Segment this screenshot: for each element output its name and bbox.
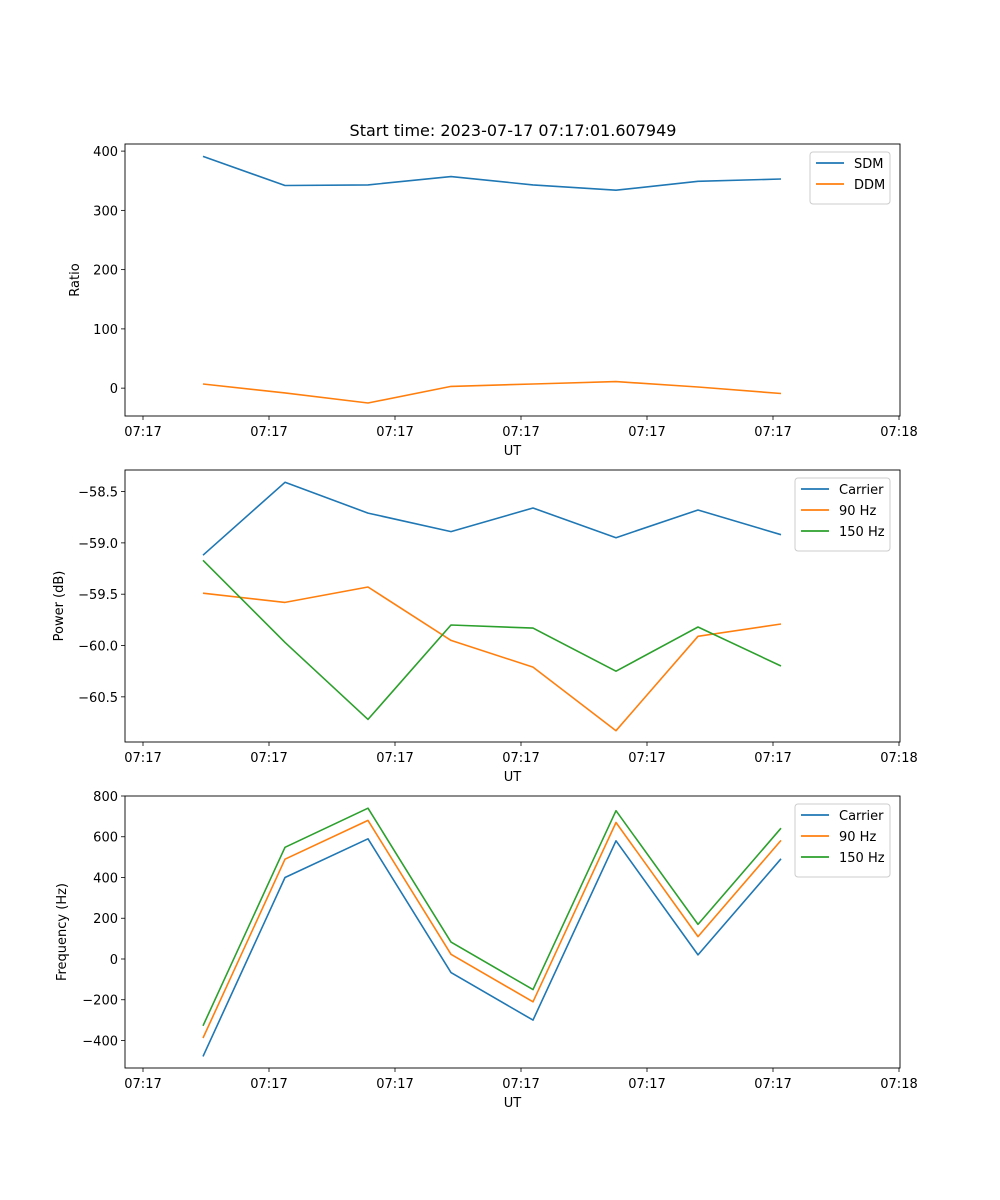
legend-box bbox=[794, 477, 891, 552]
x-tick-label: 07:17 bbox=[124, 751, 161, 766]
legend-label: 150 Hz bbox=[839, 851, 885, 866]
x-tick-label: 07:17 bbox=[502, 1077, 539, 1092]
legend-box bbox=[794, 803, 891, 878]
x-tick-label: 07:18 bbox=[880, 751, 917, 766]
x-tick-label: 07:17 bbox=[754, 1077, 791, 1092]
x-axis-label: UT bbox=[504, 444, 522, 459]
y-tick-label: −58.5 bbox=[78, 486, 118, 501]
legend-label: SDM bbox=[854, 157, 883, 172]
axes-frame bbox=[124, 795, 901, 1069]
x-tick-label: 07:17 bbox=[376, 751, 413, 766]
legend: Carrier 90 Hz 150 Hz bbox=[794, 803, 891, 878]
series-line-sdm bbox=[202, 155, 782, 191]
y-tick-label: 300 bbox=[93, 204, 118, 219]
series-line-carrier bbox=[202, 481, 782, 556]
legend-label: Carrier bbox=[839, 483, 884, 498]
x-tick-label: 07:17 bbox=[502, 425, 539, 440]
x-tick-label: 07:17 bbox=[376, 425, 413, 440]
legend-label: 90 Hz bbox=[839, 830, 876, 845]
axes-frame bbox=[124, 143, 901, 417]
subplot-1: 07:17 07:17 07:17 07:17 07:17 07:17 07:18 0 100 2… bbox=[68, 143, 918, 459]
series-line-150-hz bbox=[202, 559, 782, 721]
x-tick-label: 07:17 bbox=[376, 1077, 413, 1092]
y-tick-label: 0 bbox=[110, 382, 118, 397]
y-tick-label: −60.0 bbox=[78, 640, 118, 655]
y-tick-label: 400 bbox=[93, 871, 118, 886]
x-tick-label: 07:17 bbox=[250, 1077, 287, 1092]
series-line-150-hz bbox=[202, 807, 782, 1027]
series-line-ddm bbox=[202, 380, 782, 404]
x-tick-label: 07:17 bbox=[124, 1077, 161, 1092]
legend-label: 150 Hz bbox=[839, 525, 885, 540]
legend: SDM DDM bbox=[809, 151, 891, 205]
x-tick-label: 07:18 bbox=[880, 1077, 917, 1092]
legend: Carrier 90 Hz 150 Hz bbox=[794, 477, 891, 552]
y-tick-label: −59.0 bbox=[78, 537, 118, 552]
y-tick-label: 100 bbox=[93, 323, 118, 338]
x-tick-label: 07:17 bbox=[124, 425, 161, 440]
y-tick-label: 200 bbox=[93, 264, 118, 279]
y-tick-label: 0 bbox=[110, 953, 118, 968]
y-axis-label: Power (dB) bbox=[52, 571, 67, 642]
x-tick-label: 07:18 bbox=[880, 425, 917, 440]
x-axis-label: UT bbox=[504, 770, 522, 785]
axes-frame bbox=[124, 469, 901, 743]
y-tick-label: −59.5 bbox=[78, 588, 118, 603]
x-tick-label: 07:17 bbox=[754, 425, 791, 440]
legend-box bbox=[809, 151, 891, 205]
x-tick-label: 07:17 bbox=[628, 1077, 665, 1092]
y-tick-label: 800 bbox=[93, 790, 118, 805]
legend-label: Carrier bbox=[839, 809, 884, 824]
series-line-90-hz bbox=[202, 586, 782, 732]
y-tick-label: 600 bbox=[93, 831, 118, 846]
y-axis-label: Frequency (Hz) bbox=[55, 883, 70, 981]
x-axis-label: UT bbox=[504, 1096, 522, 1111]
y-tick-label: −200 bbox=[82, 994, 118, 1009]
x-tick-label: 07:17 bbox=[628, 751, 665, 766]
series-line-90-hz bbox=[202, 819, 782, 1039]
y-tick-label: 200 bbox=[93, 912, 118, 927]
x-tick-label: 07:17 bbox=[754, 751, 791, 766]
y-tick-label: −60.5 bbox=[78, 691, 118, 706]
legend-label: DDM bbox=[854, 178, 885, 193]
y-tick-label: 400 bbox=[93, 145, 118, 160]
x-tick-label: 07:17 bbox=[628, 425, 665, 440]
subplot-2: 07:17 07:17 07:17 07:17 07:17 07:17 07:18 −58.5… bbox=[52, 469, 918, 785]
y-tick-label: −400 bbox=[82, 1034, 118, 1049]
subplot-3: 07:17 07:17 07:17 07:17 07:17 07:17 07:18 800 60… bbox=[55, 790, 918, 1111]
series-line-carrier bbox=[202, 837, 782, 1057]
x-tick-label: 07:17 bbox=[250, 751, 287, 766]
x-tick-label: 07:17 bbox=[250, 425, 287, 440]
x-tick-label: 07:17 bbox=[502, 751, 539, 766]
legend-label: 90 Hz bbox=[839, 504, 876, 519]
figure-title: Start time: 2023-07-17 07:17:01.607949 bbox=[350, 121, 677, 140]
y-axis-label: Ratio bbox=[68, 263, 83, 296]
